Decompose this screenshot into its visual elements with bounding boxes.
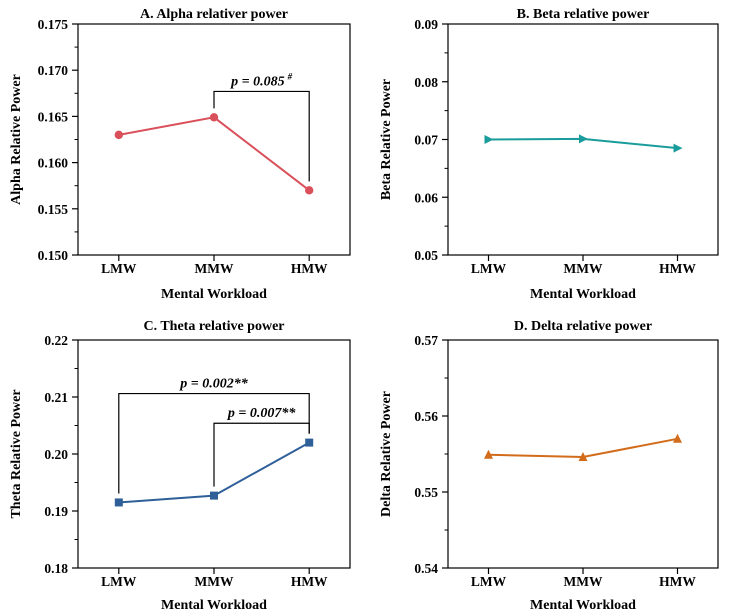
y-tick-label: 0.08 (414, 75, 438, 90)
series-line (118, 116, 310, 192)
significance-label: p = 0.007** (227, 406, 296, 421)
x-tick-label: MMW (195, 574, 234, 589)
y-tick-label: 0.56 (414, 409, 438, 424)
data-point (673, 143, 683, 153)
x-axis-label: Mental Workload (530, 287, 636, 302)
significance-label: p = 0.002** (179, 377, 248, 392)
data-point (484, 449, 493, 459)
panel-2: B. Beta relative power 0.05 0.06 0.07 0.08 0.… (379, 7, 719, 302)
chart-title: D. Delta relative power (514, 319, 652, 334)
x-axis-label: Mental Workload (530, 598, 636, 613)
significance-text: p = 0.085 (230, 74, 284, 89)
y-tick-label: 0.21 (44, 390, 68, 405)
y-tick-label: 0.155 (38, 202, 69, 217)
x-axis-label: Mental Workload (161, 598, 267, 613)
y-axis-label: Theta Relative Power (9, 389, 24, 518)
x-tick-label: MMW (564, 261, 603, 276)
y-tick-label: 0.160 (38, 156, 69, 171)
chart-title: A. Alpha relativer power (140, 7, 288, 22)
data-point (579, 134, 588, 144)
chart-title: B. Beta relative power (517, 7, 650, 22)
x-tick-label: LMW (101, 574, 137, 589)
y-tick-label: 0.22 (44, 333, 68, 348)
data-point (209, 113, 219, 122)
y-tick-label: 0.20 (44, 447, 68, 462)
x-axis-label: Mental Workload (161, 287, 267, 302)
y-tick-label: 0.165 (38, 109, 69, 124)
x-tick-label: HMW (659, 261, 696, 276)
x-tick-label: LMW (471, 261, 507, 276)
data-point (114, 130, 124, 140)
y-tick-label: 0.19 (44, 504, 68, 519)
y-axis-label: Delta Relative Power (379, 391, 394, 517)
panel-3: C. Theta relative power 0.18 0.19 0.20 0.21 0… (9, 319, 351, 613)
y-tick-label: 0.09 (414, 17, 438, 32)
y-tick-label: 0.54 (414, 561, 438, 576)
x-tick-label: HMW (291, 261, 328, 276)
y-tick-label: 0.18 (44, 561, 68, 576)
y-tick-label: 0.175 (38, 17, 69, 32)
y-tick-label: 0.150 (38, 248, 69, 263)
y-tick-label: 0.05 (414, 248, 438, 263)
x-tick-label: HMW (659, 574, 696, 589)
chart-title: C. Theta relative power (143, 319, 284, 334)
significance-label: p = 0.085 # (230, 71, 292, 89)
x-tick-label: LMW (101, 261, 137, 276)
x-tick-label: MMW (564, 574, 603, 589)
y-axis-label: Beta Relative Power (379, 79, 394, 200)
y-tick-label: 0.07 (414, 133, 438, 148)
y-tick-label: 0.06 (414, 190, 438, 205)
significance-text: p = 0.007** (227, 406, 296, 421)
significance-bracket (118, 392, 310, 494)
y-tick-label: 0.170 (38, 63, 69, 78)
significance-text: p = 0.002** (179, 377, 248, 392)
data-point (578, 452, 588, 462)
y-axis-label: Alpha Relative Power (9, 74, 24, 205)
data-point (305, 186, 314, 195)
data-point (484, 135, 494, 144)
data-point (210, 491, 218, 500)
significance-bracket (213, 90, 310, 182)
y-tick-label: 0.57 (414, 333, 438, 348)
x-tick-label: MMW (195, 261, 234, 276)
data-point (114, 498, 123, 507)
panel-4: D. Delta relative power 0.54 0.55 0.56 0.57 L… (379, 319, 719, 613)
y-tick-label: 0.55 (414, 485, 438, 500)
x-tick-label: LMW (471, 574, 507, 589)
data-point (673, 433, 682, 443)
data-point (305, 438, 314, 447)
panel-1: A. Alpha relativer power 0.150 0.155 0.160 0… (9, 7, 351, 302)
significance-bracket (213, 422, 310, 487)
x-tick-label: HMW (291, 574, 328, 589)
significance-mark: # (287, 71, 293, 81)
